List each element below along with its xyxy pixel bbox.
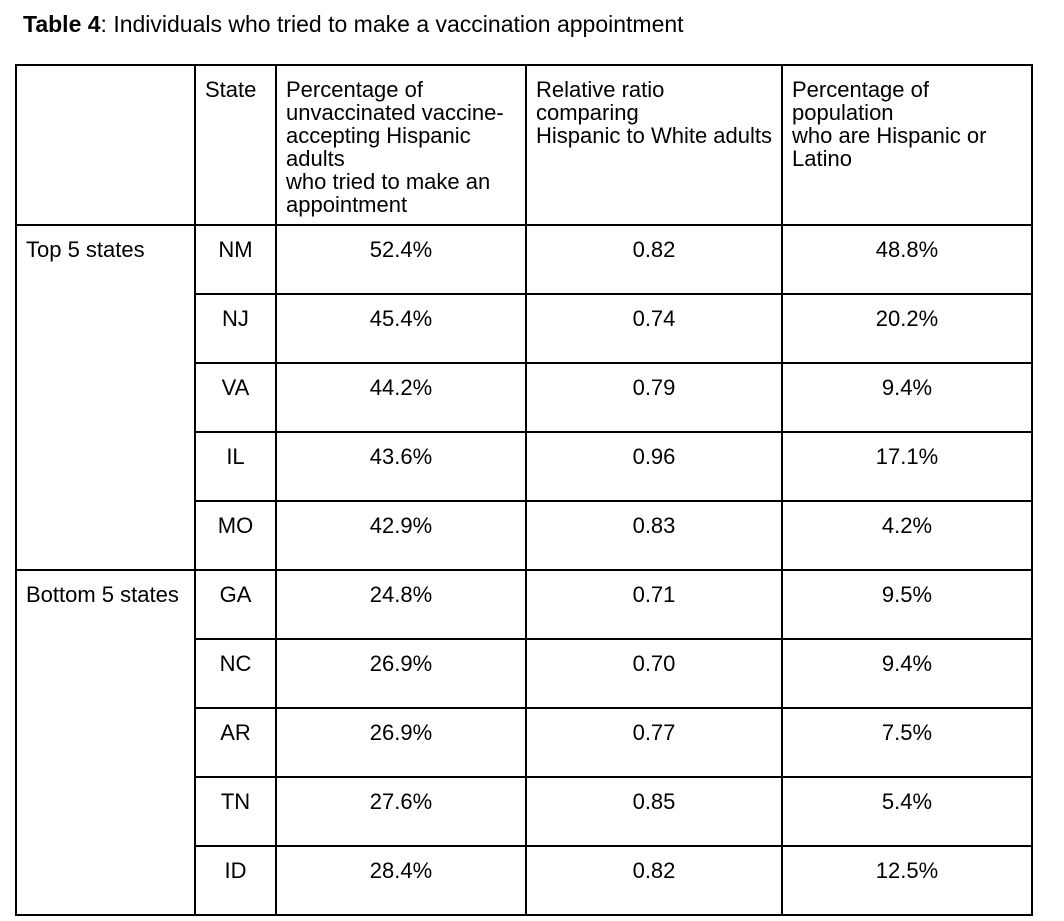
- cell-pct-population: 5.4%: [781, 776, 1033, 847]
- cell-state: VA: [194, 362, 277, 433]
- cell-state: TN: [194, 776, 277, 847]
- table-row: IL 43.6% 0.96 17.1%: [16, 431, 1033, 502]
- cell-state: MO: [194, 500, 277, 571]
- cell-pct-tried: 28.4%: [275, 845, 527, 916]
- cell-ratio: 0.71: [525, 569, 783, 640]
- cell-pct-population: 12.5%: [781, 845, 1033, 916]
- cell-state: IL: [194, 431, 277, 502]
- cell-state: GA: [194, 569, 277, 640]
- cell-ratio: 0.85: [525, 776, 783, 847]
- cell-pct-population: 17.1%: [781, 431, 1033, 502]
- group-label-top-5-states: Top 5 states: [15, 224, 196, 571]
- table-row: TN 27.6% 0.85 5.4%: [16, 776, 1033, 847]
- cell-pct-population: 9.5%: [781, 569, 1033, 640]
- cell-pct-tried: 42.9%: [275, 500, 527, 571]
- cell-ratio: 0.74: [525, 293, 783, 364]
- table-row: MO 42.9% 0.83 4.2%: [16, 500, 1033, 571]
- group-label-bottom-5-states: Bottom 5 states: [15, 569, 196, 916]
- cell-pct-population: 4.2%: [781, 500, 1033, 571]
- cell-pct-tried: 52.4%: [275, 224, 527, 295]
- cell-state: NJ: [194, 293, 277, 364]
- table-title-text: : Individuals who tried to make a vaccin…: [100, 11, 684, 37]
- column-header-ratio: Relative ratio comparing Hispanic to Whi…: [525, 64, 783, 226]
- cell-pct-population: 7.5%: [781, 707, 1033, 778]
- cell-ratio: 0.82: [525, 224, 783, 295]
- table-row: Bottom 5 states GA 24.8% 0.71 9.5%: [15, 569, 1033, 916]
- page-title: Table 4: Individuals who tried to make a…: [23, 10, 1064, 38]
- cell-pct-population: 20.2%: [781, 293, 1033, 364]
- cell-state: ID: [194, 845, 277, 916]
- cell-state: AR: [194, 707, 277, 778]
- table-row: AR 26.9% 0.77 7.5%: [16, 707, 1033, 778]
- cell-pct-population: 48.8%: [781, 224, 1033, 295]
- column-header-state: State: [194, 64, 277, 226]
- vaccination-appointment-table: State Percentage of unvaccinated vaccine…: [15, 64, 1033, 916]
- cell-pct-tried: 26.9%: [275, 638, 527, 709]
- cell-ratio: 0.77: [525, 707, 783, 778]
- cell-ratio: 0.82: [525, 845, 783, 916]
- table-row: VA 44.2% 0.79 9.4%: [16, 362, 1033, 433]
- cell-ratio: 0.79: [525, 362, 783, 433]
- cell-pct-tried: 26.9%: [275, 707, 527, 778]
- table-row: Top 5 states NM 52.4% 0.82 48.8%: [15, 224, 1033, 571]
- cell-ratio: 0.70: [525, 638, 783, 709]
- cell-pct-population: 9.4%: [781, 362, 1033, 433]
- cell-state: NC: [194, 638, 277, 709]
- cell-pct-tried: 45.4%: [275, 293, 527, 364]
- table-number-label: Table 4: [23, 11, 101, 37]
- table-row: NC 26.9% 0.70 9.4%: [16, 638, 1033, 709]
- cell-pct-tried: 44.2%: [275, 362, 527, 433]
- cell-state: NM: [194, 224, 277, 295]
- column-header-group: [15, 64, 196, 226]
- table-row: ID 28.4% 0.82 12.5%: [16, 845, 1033, 916]
- cell-pct-tried: 43.6%: [275, 431, 527, 502]
- header-row: State Percentage of unvaccinated vaccine…: [15, 64, 1033, 226]
- table-row: NJ 45.4% 0.74 20.2%: [16, 293, 1033, 364]
- cell-pct-tried: 24.8%: [275, 569, 527, 640]
- cell-pct-tried: 27.6%: [275, 776, 527, 847]
- cell-ratio: 0.83: [525, 500, 783, 571]
- cell-ratio: 0.96: [525, 431, 783, 502]
- column-header-pct-population: Percentage of population who are Hispani…: [781, 64, 1033, 226]
- cell-pct-population: 9.4%: [781, 638, 1033, 709]
- column-header-pct-tried: Percentage of unvaccinated vaccine- acce…: [275, 64, 527, 226]
